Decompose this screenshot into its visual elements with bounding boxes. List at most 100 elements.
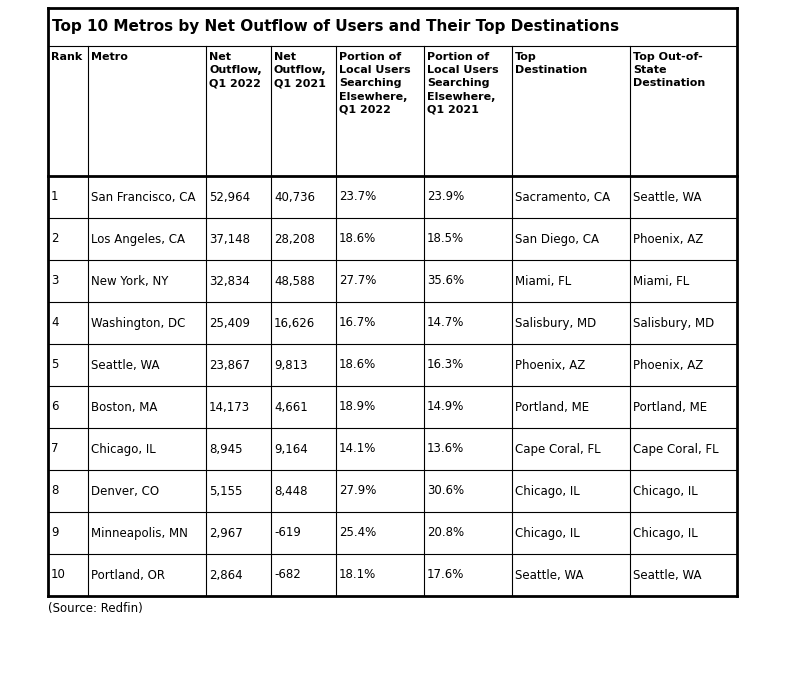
Text: 9,164: 9,164	[274, 443, 308, 456]
Text: 14.7%: 14.7%	[427, 317, 465, 330]
Text: Seattle, WA: Seattle, WA	[633, 568, 702, 582]
Text: 28,208: 28,208	[274, 233, 315, 245]
Text: Rank: Rank	[51, 52, 82, 62]
Text: 23.9%: 23.9%	[427, 191, 464, 203]
Text: 20.8%: 20.8%	[427, 527, 464, 540]
Text: Cape Coral, FL: Cape Coral, FL	[633, 443, 718, 456]
Bar	[48, 302, 737, 344]
Text: Miami, FL: Miami, FL	[633, 275, 689, 287]
Text: 17.6%: 17.6%	[427, 568, 465, 582]
Text: -682: -682	[274, 568, 301, 582]
Text: -619: -619	[274, 527, 301, 540]
Text: Seattle, WA: Seattle, WA	[91, 359, 159, 372]
Text: Top
Destination: Top Destination	[515, 52, 587, 75]
Text: 1: 1	[51, 191, 59, 203]
Text: 14,173: 14,173	[209, 401, 250, 414]
Text: Denver, CO: Denver, CO	[91, 485, 159, 498]
Text: (Source: Redfin): (Source: Redfin)	[48, 602, 143, 615]
Text: Chicago, IL: Chicago, IL	[633, 527, 698, 540]
Text: Miami, FL: Miami, FL	[515, 275, 571, 287]
Text: Minneapolis, MN: Minneapolis, MN	[91, 527, 188, 540]
Text: Sacramento, CA: Sacramento, CA	[515, 191, 610, 203]
Bar	[48, 176, 737, 218]
Text: Portion of
Local Users
Searching
Elsewhere,
Q1 2022: Portion of Local Users Searching Elsewhe…	[339, 52, 411, 115]
Text: 18.9%: 18.9%	[339, 401, 376, 414]
Text: 23,867: 23,867	[209, 359, 250, 372]
Text: Chicago, IL: Chicago, IL	[633, 485, 698, 498]
Text: Chicago, IL: Chicago, IL	[515, 527, 580, 540]
Text: 9,813: 9,813	[274, 359, 308, 372]
Text: 2,967: 2,967	[209, 527, 243, 540]
Text: 27.7%: 27.7%	[339, 275, 376, 287]
Text: Metro: Metro	[91, 52, 128, 62]
Text: 8: 8	[51, 485, 58, 498]
Text: 35.6%: 35.6%	[427, 275, 464, 287]
Text: 3: 3	[51, 275, 58, 287]
Text: 14.9%: 14.9%	[427, 401, 465, 414]
Text: Seattle, WA: Seattle, WA	[633, 191, 702, 203]
Text: Net
Outflow,
Q1 2022: Net Outflow, Q1 2022	[209, 52, 261, 88]
Text: 52,964: 52,964	[209, 191, 250, 203]
Text: 18.6%: 18.6%	[339, 233, 376, 245]
Text: Washington, DC: Washington, DC	[91, 317, 185, 330]
Bar	[48, 554, 737, 596]
Bar	[48, 428, 737, 470]
Text: Portland, ME: Portland, ME	[633, 401, 707, 414]
Text: 32,834: 32,834	[209, 275, 250, 287]
Text: Chicago, IL: Chicago, IL	[91, 443, 155, 456]
Text: Phoenix, AZ: Phoenix, AZ	[515, 359, 586, 372]
Text: 16.7%: 16.7%	[339, 317, 376, 330]
Text: 16.3%: 16.3%	[427, 359, 464, 372]
Text: 8,448: 8,448	[274, 485, 308, 498]
Bar	[48, 46, 737, 176]
Text: 4,661: 4,661	[274, 401, 308, 414]
Text: Portland, ME: Portland, ME	[515, 401, 589, 414]
Text: Top Out-of-
State
Destination: Top Out-of- State Destination	[633, 52, 705, 88]
Text: Net
Outflow,
Q1 2021: Net Outflow, Q1 2021	[274, 52, 327, 88]
Text: 40,736: 40,736	[274, 191, 315, 203]
Text: 18.1%: 18.1%	[339, 568, 376, 582]
Text: 30.6%: 30.6%	[427, 485, 464, 498]
Bar	[48, 8, 737, 46]
Text: 18.6%: 18.6%	[339, 359, 376, 372]
Text: 4: 4	[51, 317, 59, 330]
Text: 18.5%: 18.5%	[427, 233, 464, 245]
Text: 10: 10	[51, 568, 66, 582]
Text: 23.7%: 23.7%	[339, 191, 376, 203]
Text: 25.4%: 25.4%	[339, 527, 376, 540]
Text: Seattle, WA: Seattle, WA	[515, 568, 583, 582]
Text: New York, NY: New York, NY	[91, 275, 168, 287]
Text: 13.6%: 13.6%	[427, 443, 464, 456]
Text: Portion of
Local Users
Searching
Elsewhere,
Q1 2021: Portion of Local Users Searching Elsewhe…	[427, 52, 498, 115]
Text: Top 10 Metros by Net Outflow of Users and Their Top Destinations: Top 10 Metros by Net Outflow of Users an…	[52, 20, 619, 35]
Text: Chicago, IL: Chicago, IL	[515, 485, 580, 498]
Text: 27.9%: 27.9%	[339, 485, 376, 498]
Text: 2,864: 2,864	[209, 568, 243, 582]
Text: 2: 2	[51, 233, 59, 245]
Text: 8,945: 8,945	[209, 443, 243, 456]
Text: 16,626: 16,626	[274, 317, 316, 330]
Bar	[48, 344, 737, 386]
Text: Salisbury, MD: Salisbury, MD	[515, 317, 597, 330]
Text: Los Angeles, CA: Los Angeles, CA	[91, 233, 185, 245]
Text: Salisbury, MD: Salisbury, MD	[633, 317, 714, 330]
Bar	[48, 218, 737, 260]
Bar	[48, 470, 737, 512]
Text: San Francisco, CA: San Francisco, CA	[91, 191, 195, 203]
Text: Phoenix, AZ: Phoenix, AZ	[633, 359, 703, 372]
Text: San Diego, CA: San Diego, CA	[515, 233, 599, 245]
Bar	[48, 386, 737, 428]
Text: 25,409: 25,409	[209, 317, 250, 330]
Text: 5: 5	[51, 359, 58, 372]
Bar	[48, 512, 737, 554]
Bar	[48, 260, 737, 302]
Text: Boston, MA: Boston, MA	[91, 401, 157, 414]
Text: 9: 9	[51, 527, 59, 540]
Text: 7: 7	[51, 443, 59, 456]
Text: Cape Coral, FL: Cape Coral, FL	[515, 443, 601, 456]
Text: 6: 6	[51, 401, 59, 414]
Text: 5,155: 5,155	[209, 485, 243, 498]
Text: 14.1%: 14.1%	[339, 443, 376, 456]
Text: 48,588: 48,588	[274, 275, 315, 287]
Text: Portland, OR: Portland, OR	[91, 568, 165, 582]
